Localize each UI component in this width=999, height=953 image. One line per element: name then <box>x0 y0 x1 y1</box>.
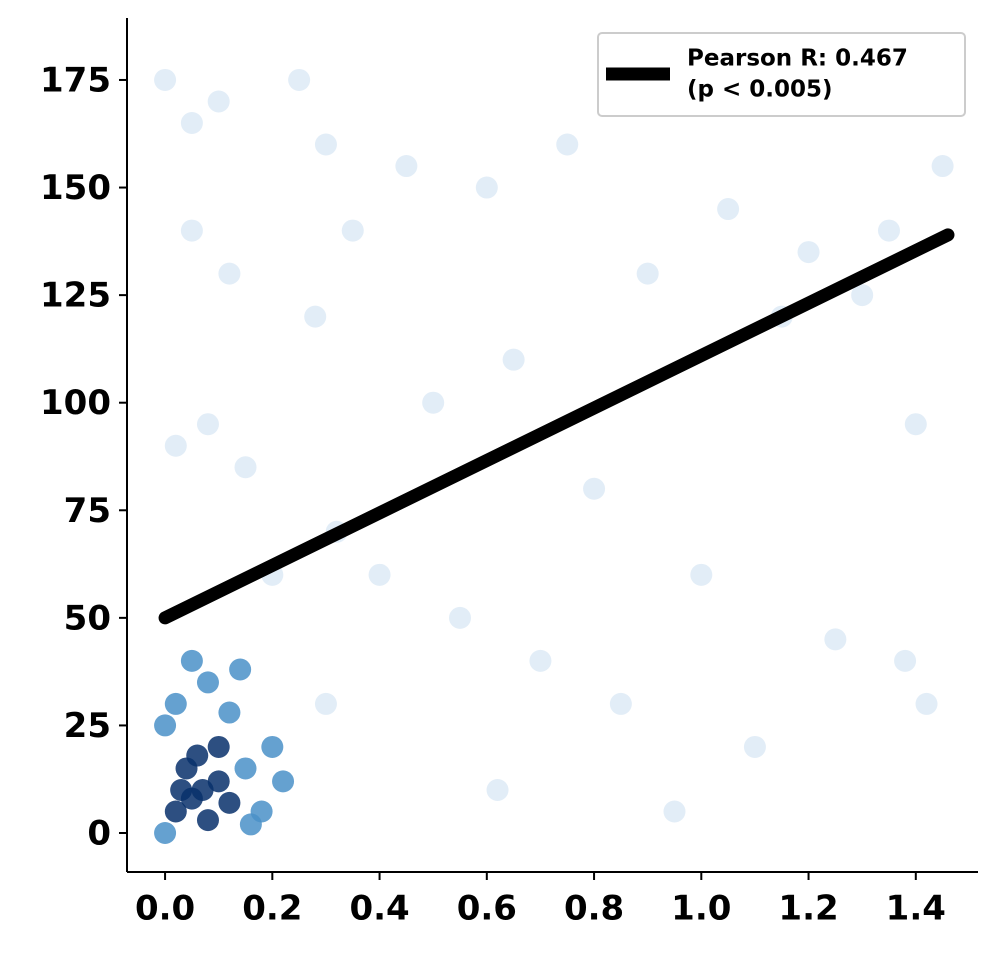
point <box>529 649 552 672</box>
point <box>931 155 954 178</box>
point <box>609 692 632 715</box>
point <box>180 111 203 134</box>
point <box>475 176 498 199</box>
point <box>196 671 219 694</box>
point <box>186 744 209 767</box>
point <box>234 456 257 479</box>
point <box>180 649 203 672</box>
point <box>288 68 311 91</box>
x-tick-label: 1.2 <box>778 889 838 929</box>
point <box>154 714 177 737</box>
point <box>239 813 262 836</box>
point <box>154 822 177 845</box>
point <box>191 778 214 801</box>
point <box>449 606 471 629</box>
y-tick-label: 75 <box>64 491 111 531</box>
x-tick-label: 0.2 <box>242 889 302 929</box>
point <box>196 413 219 436</box>
y-tick-label: 175 <box>40 60 111 100</box>
x-tick-label: 0.6 <box>457 889 517 929</box>
point <box>164 692 187 715</box>
point <box>422 391 445 414</box>
legend-label: Pearson R: 0.467 (p < 0.005) <box>687 45 908 102</box>
point <box>218 701 241 724</box>
point <box>164 434 187 457</box>
point <box>304 305 327 328</box>
point <box>229 658 252 681</box>
point <box>663 800 686 823</box>
point <box>180 219 203 242</box>
point <box>486 778 509 801</box>
point <box>218 791 241 814</box>
regression-line <box>158 228 955 625</box>
point <box>877 219 900 242</box>
point <box>218 262 241 285</box>
point <box>207 735 230 758</box>
y-tick-label: 100 <box>40 383 111 423</box>
y-tick-label: 0 <box>87 814 111 854</box>
point <box>502 348 525 371</box>
point <box>717 198 740 221</box>
point <box>851 284 874 307</box>
x-tick-label: 1.0 <box>671 889 731 929</box>
point <box>207 90 230 113</box>
point <box>154 68 177 91</box>
x-tick-label: 1.4 <box>886 889 946 929</box>
point <box>894 649 917 672</box>
y-tick-label: 125 <box>40 276 111 316</box>
point <box>636 262 659 285</box>
point <box>904 413 927 436</box>
point <box>314 133 337 156</box>
point <box>261 735 284 758</box>
point <box>690 563 713 586</box>
y-tick-label: 25 <box>64 706 111 746</box>
point <box>583 477 606 500</box>
y-tick-label: 150 <box>40 168 111 208</box>
point <box>234 757 257 780</box>
point <box>207 770 230 793</box>
point <box>341 219 364 242</box>
point <box>196 809 219 832</box>
point <box>915 692 938 715</box>
x-tick-label: 0.4 <box>349 889 409 929</box>
point <box>556 133 579 156</box>
point <box>170 778 193 801</box>
point <box>314 692 337 715</box>
point <box>797 241 820 264</box>
point <box>395 155 418 178</box>
y-tick-label: 50 <box>64 598 111 638</box>
point <box>368 563 391 586</box>
point <box>164 800 187 823</box>
x-tick-label: 0.0 <box>135 889 195 929</box>
x-tick-label: 0.8 <box>564 889 624 929</box>
point <box>743 735 766 758</box>
legend-box <box>597 32 966 117</box>
point <box>824 628 847 651</box>
point <box>272 770 295 793</box>
